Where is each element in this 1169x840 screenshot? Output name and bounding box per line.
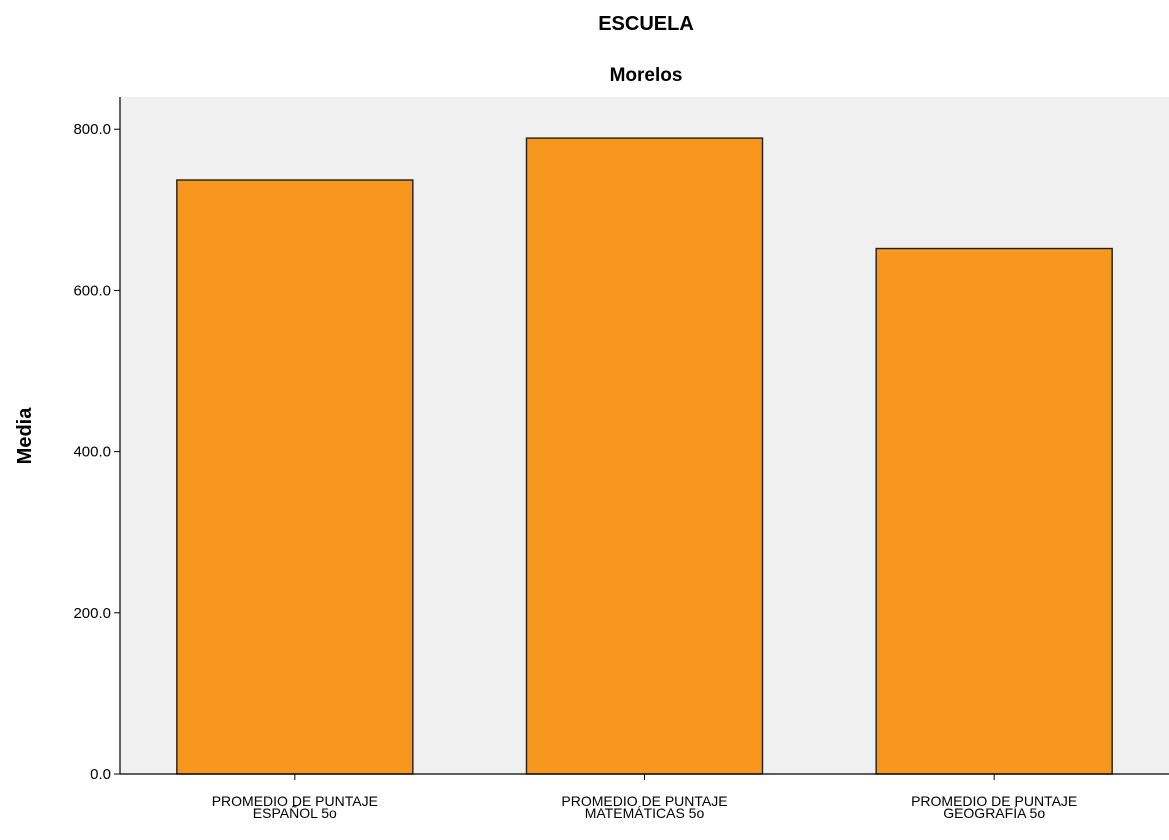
y-tick-label: 600.0 (73, 282, 111, 299)
y-axis-label: Media (14, 407, 36, 465)
y-axis-ticks: 0.0 200.0 400.0 600.0 800.0 (73, 121, 120, 783)
x-tick-label: MATEMÁTICAS 5o (585, 805, 705, 821)
y-tick-label: 800.0 (73, 121, 111, 138)
y-tick-label: 200.0 (73, 605, 111, 622)
x-tick-label: PROMEDIO DE PUNTAJE (561, 793, 727, 809)
bar (525, 137, 764, 775)
x-tick-label: PROMEDIO DE PUNTAJE (911, 793, 1077, 809)
bar (176, 179, 414, 775)
y-tick-label: 0.0 (90, 766, 111, 783)
chart-title: ESCUELA (598, 13, 694, 35)
x-tick-label: PROMEDIO DE PUNTAJE (212, 793, 378, 809)
y-tick-label: 400.0 (73, 444, 111, 461)
x-tick-label: GEOGRAFÍA 5o (943, 805, 1045, 821)
x-tick-label: ESPAÑOL 5o (253, 805, 337, 821)
bar (875, 247, 1113, 775)
bars (176, 137, 1113, 775)
chart-subtitle: Morelos (610, 65, 683, 86)
